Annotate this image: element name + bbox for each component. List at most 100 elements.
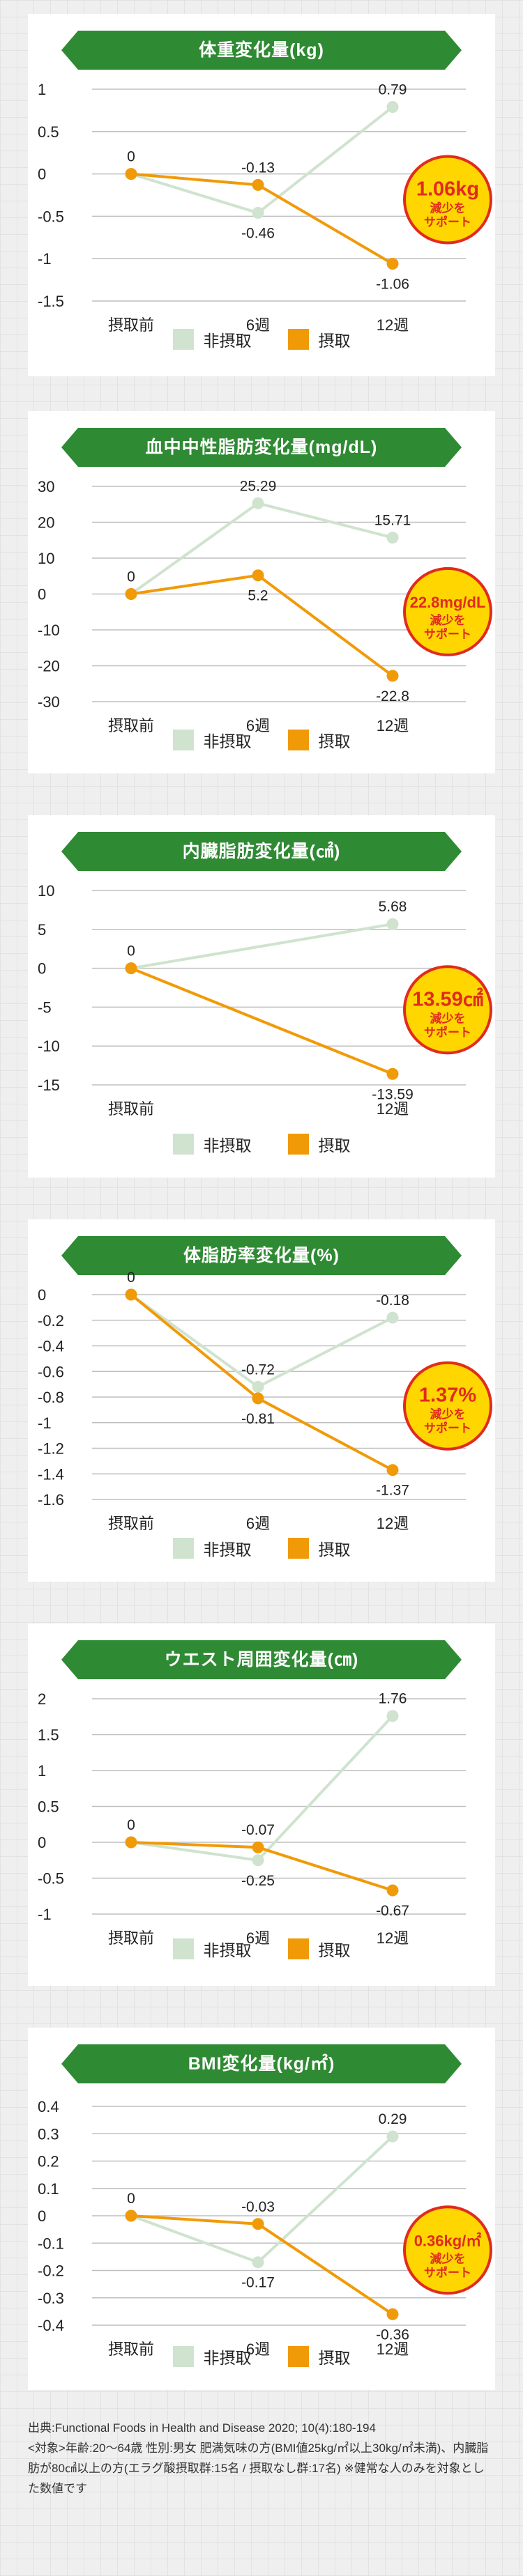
y-tick-label: 0.4 — [38, 2098, 59, 2115]
chart-title: ウエスト周囲変化量(㎝) — [164, 1650, 359, 1669]
intake-data-point — [386, 670, 399, 682]
badge-line-2: サポート — [424, 215, 471, 229]
non-intake-data-point — [252, 1380, 264, 1393]
legend-label: 摂取 — [318, 332, 351, 350]
y-tick-label: 0.3 — [38, 2125, 59, 2143]
non-intake-data-point — [386, 2130, 399, 2143]
badge-value: 13.59㎠ — [412, 987, 483, 1010]
y-tick-label: 0 — [38, 2207, 46, 2225]
chart-card: 血中中性脂肪変化量(mg/dL) 30 20 10 0 -10 -20 -30 摂取前 6週 12週… — [28, 411, 495, 773]
y-tick-label: -1.4 — [38, 1465, 64, 1483]
intake-data-point — [386, 2308, 399, 2320]
y-tick-label: 20 — [38, 514, 54, 532]
intake-data-point — [386, 1464, 399, 1476]
y-tick-label: -5 — [38, 998, 52, 1016]
banner-shape — [61, 2044, 462, 2083]
y-tick-label: 1 — [38, 81, 46, 98]
legend-non-intake: 非摂取 — [172, 1536, 252, 1560]
legend: 非摂取 摂取 — [28, 2345, 495, 2373]
legend: 非摂取 摂取 — [28, 1937, 495, 1965]
legend-swatch — [172, 1938, 194, 1959]
chart-title-banner: 体脂肪率変化量(%) — [61, 1236, 462, 1275]
legend: 非摂取 摂取 — [28, 1536, 495, 1564]
chart-title-banner: ウエスト周囲変化量(㎝) — [61, 1640, 462, 1679]
intake-data-point — [386, 1067, 399, 1080]
plot-area: 0.4 0.3 0.2 0.1 0 -0.1 -0.2 -0.3 -0.4 摂取前 6週 12週 -0.… — [28, 2098, 495, 2359]
non-intake-data-point — [386, 918, 399, 930]
intake-data-label: -0.13 — [241, 160, 275, 176]
badge-line-1: 減少を — [430, 201, 466, 215]
non-intake-data-point — [252, 2256, 264, 2269]
badge-line-1: 減少を — [430, 613, 466, 627]
intake-data-point — [125, 1288, 137, 1301]
legend-non-intake: 非摂取 — [172, 327, 252, 351]
legend-swatch — [287, 730, 309, 750]
y-tick-label: -1.5 — [38, 293, 64, 310]
legend-label: 非摂取 — [203, 1941, 252, 1959]
plot-area: 10 5 0 -5 -10 -15 摂取前 12週 5.68 0 -13.59 13.59㎠ 減少を サポ… — [28, 882, 495, 1118]
y-tick-label: -15 — [38, 1077, 60, 1094]
intake-data-point — [125, 168, 137, 180]
banner-shape — [61, 31, 462, 70]
x-tick-label: 6週 — [246, 1929, 270, 1947]
y-tick-label: -0.2 — [38, 1312, 64, 1329]
y-tick-label: 0 — [38, 1834, 46, 1851]
intake-data-label: -0.03 — [241, 2199, 275, 2215]
y-tick-label: -0.5 — [38, 208, 64, 225]
legend-intake: 摂取 — [287, 2345, 351, 2368]
non-intake-data-label: 15.71 — [374, 513, 411, 529]
legend-intake: 摂取 — [287, 1536, 351, 1560]
legend-swatch — [287, 1134, 309, 1155]
chart-title: 内臓脂肪変化量(㎠) — [182, 842, 341, 861]
legend: 非摂取 摂取 — [28, 728, 495, 756]
intake-data-label: 0 — [127, 149, 135, 165]
y-tick-label: 1 — [38, 1762, 46, 1780]
intake-data-label: -0.67 — [376, 1903, 409, 1919]
badge-line-2: サポート — [424, 1421, 471, 1435]
legend-label: 非摂取 — [203, 1541, 252, 1559]
intake-data-label: -0.07 — [241, 1822, 275, 1838]
y-tick-label: -1 — [38, 1906, 52, 1923]
plot-area: 30 20 10 0 -10 -20 -30 摂取前 6週 12週 25.29 15.71 0 5.2 -2… — [28, 478, 495, 735]
intake-data-label: -0.36 — [376, 2327, 409, 2343]
non-intake-data-label: 0.29 — [379, 2111, 407, 2127]
legend-intake: 摂取 — [287, 728, 351, 752]
y-tick-label: 0.2 — [38, 2153, 59, 2170]
legend-swatch — [287, 329, 309, 350]
x-tick-label: 摂取前 — [108, 316, 154, 334]
footnote-source: 出典:Functional Foods in Health and Diseas… — [28, 2421, 376, 2435]
chart-title-banner: 体重変化量(kg) — [61, 31, 462, 70]
intake-data-label: -0.81 — [241, 1411, 275, 1427]
intake-data-point — [252, 1392, 264, 1405]
y-tick-label: -20 — [38, 658, 60, 675]
legend-label: 摂取 — [318, 732, 351, 750]
y-tick-label: -0.2 — [38, 2262, 64, 2280]
legend-label: 非摂取 — [203, 332, 252, 350]
x-tick-label: 12週 — [377, 316, 409, 334]
banner-shape — [61, 1640, 462, 1679]
chart-title: BMI変化量(kg/㎡) — [188, 2054, 335, 2074]
intake-data-label: -1.06 — [376, 276, 409, 292]
y-tick-label: -1 — [38, 250, 52, 268]
legend-swatch — [172, 1134, 194, 1155]
badge-circle — [403, 2205, 492, 2295]
legend-swatch — [172, 329, 194, 350]
badge-line-2: サポート — [424, 2265, 471, 2279]
non-intake-data-label: -0.46 — [241, 226, 275, 242]
y-tick-label: 0.5 — [38, 123, 59, 141]
intake-data-point — [125, 962, 137, 975]
source-footnote: 出典:Functional Foods in Health and Diseas… — [28, 2418, 495, 2499]
non-intake-data-point — [252, 497, 264, 509]
legend-label: 摂取 — [318, 1541, 351, 1559]
plot-area: 2 1.5 1 0.5 0 -0.5 -1 摂取前 6週 12週 -0.25 1.76 0 -0.07 -0… — [28, 1690, 495, 1948]
x-tick-label: 摂取前 — [108, 1515, 154, 1532]
chart-title-banner: 内臓脂肪変化量(㎠) — [61, 832, 462, 871]
intake-data-label: 0 — [127, 1817, 135, 1833]
intake-data-label: 0 — [127, 1270, 135, 1286]
non-intake-data-point — [386, 1311, 399, 1324]
intake-data-point — [386, 1884, 399, 1897]
y-tick-label: -0.8 — [38, 1389, 64, 1406]
